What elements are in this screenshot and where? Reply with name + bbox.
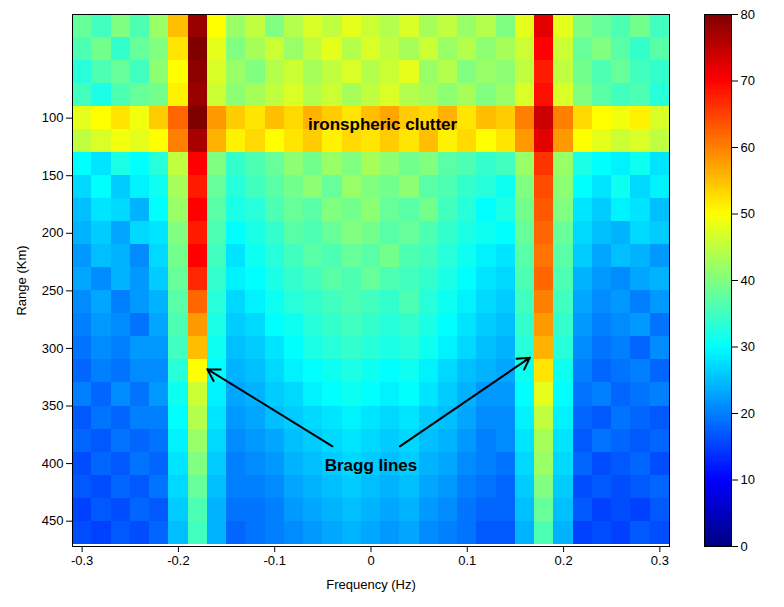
svg-text:200: 200	[42, 225, 64, 240]
svg-text:10: 10	[741, 472, 755, 487]
svg-text:150: 150	[42, 168, 64, 183]
svg-text:300: 300	[42, 341, 64, 356]
svg-text:-0.3: -0.3	[71, 553, 93, 568]
svg-text:100: 100	[42, 110, 64, 125]
svg-text:40: 40	[741, 273, 755, 288]
svg-text:30: 30	[741, 339, 755, 354]
svg-text:0: 0	[367, 553, 374, 568]
svg-text:70: 70	[741, 73, 755, 88]
svg-text:ironspheric clutter: ironspheric clutter	[308, 115, 458, 134]
svg-text:Frequency (Hz): Frequency (Hz)	[326, 577, 416, 592]
svg-text:-0.2: -0.2	[167, 553, 189, 568]
svg-text:350: 350	[42, 398, 64, 413]
svg-text:Range (Km): Range (Km)	[14, 245, 29, 315]
svg-text:0: 0	[741, 539, 748, 554]
svg-text:Bragg lines: Bragg lines	[325, 456, 418, 475]
svg-text:250: 250	[42, 283, 64, 298]
svg-text:20: 20	[741, 406, 755, 421]
svg-text:80: 80	[741, 7, 755, 22]
svg-text:450: 450	[42, 513, 64, 528]
svg-text:0.2: 0.2	[555, 553, 573, 568]
svg-text:-0.1: -0.1	[264, 553, 286, 568]
svg-text:400: 400	[42, 456, 64, 471]
svg-text:0.1: 0.1	[458, 553, 476, 568]
svg-text:0.3: 0.3	[651, 553, 669, 568]
svg-text:50: 50	[741, 206, 755, 221]
svg-text:60: 60	[741, 140, 755, 155]
